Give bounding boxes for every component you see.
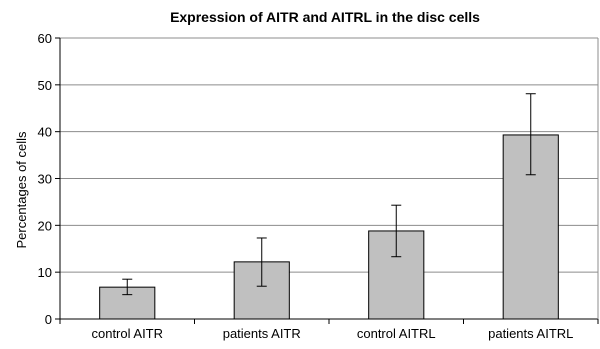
x-tick-label: control AITRL <box>357 326 436 341</box>
y-tick-labels: 0 10 20 30 40 50 60 <box>38 31 52 327</box>
error-bars <box>122 94 536 295</box>
x-tick-label: control AITR <box>91 326 163 341</box>
y-tick-label: 40 <box>38 125 52 140</box>
chart-title: Expression of AITR and AITRL in the disc… <box>170 9 480 25</box>
x-tick-label: patients AITR <box>223 326 301 341</box>
y-axis-label: Percentages of cells <box>14 131 29 249</box>
y-tick-label: 0 <box>45 312 52 327</box>
y-tick-label: 30 <box>38 172 52 187</box>
x-tick-label: patients AITRL <box>488 326 573 341</box>
y-tick-label: 20 <box>38 218 52 233</box>
x-tick-labels: control AITR patients AITR control AITRL pa… <box>91 326 573 341</box>
bars <box>100 135 559 319</box>
y-tick-label: 10 <box>38 265 52 280</box>
y-tick-label: 60 <box>38 31 52 46</box>
y-tick-label: 50 <box>38 78 52 93</box>
